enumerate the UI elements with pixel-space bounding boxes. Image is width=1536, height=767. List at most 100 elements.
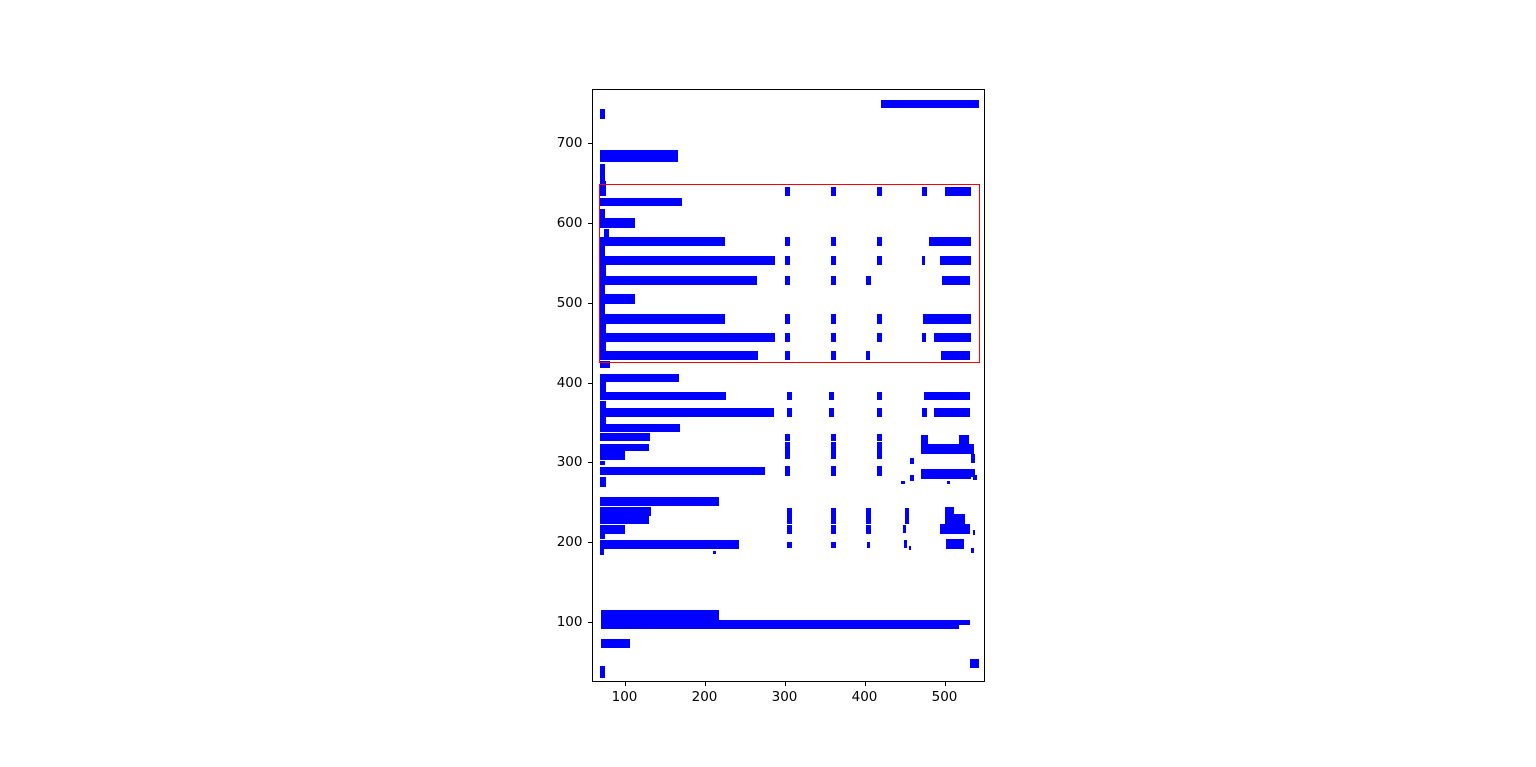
bbox-rect [600, 197, 682, 207]
bbox-rect [601, 610, 719, 621]
bbox-rect [600, 164, 606, 183]
bbox-rect [831, 314, 836, 324]
bbox-rect [877, 434, 882, 441]
bbox-rect [601, 625, 959, 630]
bbox-rect [829, 408, 835, 417]
bbox-rect [941, 276, 970, 285]
bbox-rect [866, 524, 871, 534]
bbox-rect [904, 508, 909, 524]
y-axis-tick-label: 400 [556, 374, 583, 391]
y-axis-tick [587, 223, 592, 225]
bbox-rect [600, 373, 680, 382]
bbox-rect [600, 246, 606, 256]
bbox-rect [787, 541, 792, 548]
bbox-rect [787, 524, 792, 534]
bbox-rect [940, 256, 971, 266]
bbox-rect [945, 506, 954, 516]
bbox-rect [600, 351, 758, 361]
y-axis-tick [587, 302, 592, 304]
bbox-rect [600, 665, 605, 678]
x-axis-tick [864, 681, 866, 686]
bbox-rect [600, 150, 678, 163]
bbox-rect [600, 524, 625, 534]
bbox-rect [877, 256, 882, 266]
bbox-rect [600, 401, 607, 410]
bbox-rect [600, 451, 625, 460]
bbox-rect [787, 408, 792, 417]
bbox-rect [922, 408, 927, 417]
bbox-rect [604, 228, 610, 238]
bbox-rect [901, 480, 906, 485]
x-axis-tick [704, 681, 706, 686]
bbox-rect [971, 469, 975, 477]
bbox-rect [600, 534, 606, 539]
bbox-rect [600, 342, 607, 352]
bbox-rect [877, 314, 882, 324]
y-axis-tick [587, 382, 592, 384]
bbox-rect [971, 547, 975, 553]
bbox-rect [959, 434, 970, 444]
bbox-rect [600, 496, 719, 506]
bbox-rect [831, 524, 837, 534]
bbox-rect [600, 466, 765, 475]
bbox-rect [910, 458, 914, 465]
bbox-rect [877, 442, 882, 460]
bbox-rect [785, 442, 790, 460]
bbox-rect [600, 332, 775, 343]
x-axis-tick-label: 500 [931, 688, 958, 705]
bbox-rect [923, 391, 971, 401]
bbox-rect [785, 351, 790, 361]
y-axis-tick-label: 600 [556, 215, 583, 232]
bbox-rect [922, 256, 925, 266]
bbox-rect [877, 332, 882, 343]
bbox-rect [600, 391, 726, 401]
bbox-rect [923, 314, 971, 324]
bbox-rect [866, 508, 871, 524]
bbox-rect [600, 432, 651, 441]
bbox-rect [831, 256, 836, 266]
bbox-rect [600, 284, 606, 295]
bbox-rect [601, 638, 631, 648]
bbox-rect [866, 351, 870, 361]
bbox-rect [908, 546, 912, 551]
bbox-rect [600, 108, 606, 120]
bbox-rect [600, 539, 739, 549]
bbox-rect [712, 551, 716, 555]
bbox-rect [600, 382, 607, 393]
bbox-rect [831, 276, 836, 285]
y-axis-tick-label: 200 [556, 534, 583, 551]
bbox-rect [866, 276, 871, 285]
bbox-rect [600, 323, 606, 333]
bbox-rect [945, 187, 971, 196]
bbox-rect [785, 314, 790, 324]
bbox-rect [785, 187, 790, 196]
bbox-rect [600, 294, 635, 304]
bbox-rect [877, 237, 882, 247]
bbox-rect [934, 408, 971, 417]
bbox-rect [971, 453, 976, 463]
bbox-rect [831, 466, 836, 477]
bbox-rect [877, 408, 882, 417]
y-axis-tick [587, 622, 592, 623]
y-axis-tick [587, 542, 592, 544]
bbox-rect [600, 416, 607, 425]
bbox-rect [785, 276, 790, 285]
bbox-rect [921, 443, 975, 454]
bbox-rect [867, 541, 871, 548]
bbox-rect [831, 442, 836, 460]
bbox-rect [600, 218, 635, 228]
bbox-rect [945, 514, 966, 524]
bbox-rect [831, 237, 836, 247]
bbox-rect [940, 524, 971, 534]
bbox-rect [972, 530, 976, 535]
bbox-rect [600, 303, 606, 315]
y-axis-tick-label: 300 [556, 454, 583, 471]
bbox-rect [785, 237, 790, 247]
plot-area [591, 88, 985, 682]
bbox-rect [600, 461, 606, 466]
bbox-rect [902, 524, 906, 533]
bbox-rect [831, 541, 837, 548]
bbox-rect [785, 332, 790, 343]
bbox-rect [600, 507, 652, 517]
